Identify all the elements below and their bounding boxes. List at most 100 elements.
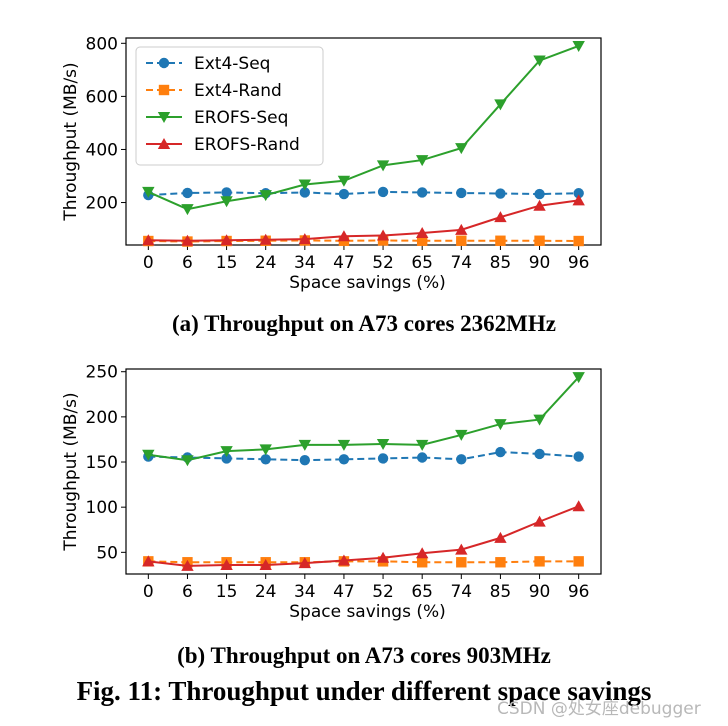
y-tick-label: 400 bbox=[86, 140, 118, 160]
x-tick-label: 74 bbox=[450, 253, 472, 273]
x-tick-label: 15 bbox=[216, 253, 238, 273]
x-tick-label: 52 bbox=[372, 582, 394, 602]
data-point-erofs-rand bbox=[337, 230, 351, 242]
x-tick-label: 24 bbox=[255, 582, 277, 602]
series-line-ext4-seq bbox=[148, 451, 579, 462]
series-line-erofs-rand bbox=[148, 199, 579, 242]
data-point-erofs-seq bbox=[533, 414, 546, 426]
data-point-ext4-seq bbox=[221, 187, 232, 198]
x-tick-label: 15 bbox=[216, 582, 238, 602]
data-point-erofs-rand bbox=[415, 227, 429, 239]
data-point-erofs-rand bbox=[298, 557, 312, 569]
x-tick-label: 90 bbox=[529, 582, 551, 602]
legend-marker-ext4-rand bbox=[158, 84, 170, 96]
data-point-ext4-seq bbox=[338, 188, 350, 200]
y-tick-label: 100 bbox=[86, 498, 118, 518]
data-point-erofs-seq bbox=[298, 179, 312, 191]
x-tick-label: 47 bbox=[333, 582, 355, 602]
data-point-ext4-seq bbox=[573, 188, 584, 199]
x-tick-label: 74 bbox=[450, 582, 472, 602]
watermark: CSDN @处女座debugger bbox=[497, 699, 701, 719]
legend-label-ext4-seq: Ext4-Seq bbox=[194, 54, 270, 74]
x-tick-label: 0 bbox=[143, 582, 154, 602]
x-tick-label: 52 bbox=[372, 253, 394, 273]
data-point-ext4-rand bbox=[456, 557, 467, 568]
data-point-ext4-rand bbox=[534, 235, 545, 246]
x-tick-label: 85 bbox=[490, 582, 512, 602]
data-point-ext4-rand bbox=[377, 235, 389, 246]
data-point-erofs-seq bbox=[494, 419, 507, 431]
data-point-ext4-seq bbox=[416, 187, 428, 198]
data-point-erofs-seq bbox=[376, 160, 390, 172]
data-point-ext4-rand bbox=[495, 235, 506, 246]
data-point-ext4-seq bbox=[221, 453, 232, 464]
data-point-erofs-seq bbox=[181, 204, 194, 216]
data-point-ext4-seq bbox=[377, 453, 389, 464]
x-tick-label: 85 bbox=[490, 253, 512, 273]
data-point-erofs-rand bbox=[455, 543, 468, 555]
subfigure-a-caption: (a) Throughput on A73 cores 2362MHz bbox=[171, 311, 556, 336]
data-point-erofs-seq bbox=[259, 444, 272, 456]
data-point-erofs-rand bbox=[376, 551, 390, 563]
legend-label-erofs-seq: EROFS-Seq bbox=[194, 108, 288, 128]
data-point-erofs-seq bbox=[337, 175, 351, 187]
x-tick-label: 47 bbox=[333, 253, 355, 273]
data-point-ext4-seq bbox=[456, 454, 467, 465]
data-point-erofs-seq bbox=[376, 438, 390, 450]
data-point-erofs-rand bbox=[455, 223, 468, 235]
y-tick-label: 800 bbox=[86, 34, 118, 54]
x-tick-label: 6 bbox=[182, 582, 193, 602]
data-point-erofs-seq bbox=[415, 439, 429, 451]
data-point-ext4-seq bbox=[573, 451, 584, 462]
data-point-erofs-rand bbox=[572, 194, 585, 206]
data-point-erofs-rand bbox=[415, 547, 429, 559]
y-axis-label: Throughput (MB/s) bbox=[61, 392, 81, 551]
data-point-erofs-rand bbox=[259, 233, 272, 245]
data-point-ext4-rand bbox=[416, 235, 428, 246]
data-point-erofs-seq bbox=[220, 446, 233, 458]
legend-box bbox=[135, 46, 324, 166]
x-tick-label: 34 bbox=[294, 582, 316, 602]
data-point-erofs-rand bbox=[142, 234, 155, 246]
data-point-erofs-seq bbox=[142, 449, 155, 461]
x-tick-label: 90 bbox=[529, 253, 551, 273]
data-point-erofs-seq bbox=[142, 186, 155, 198]
chart-b: 50 100 150 200 250 0 6 15 24 34 47 52 65 74 85 90 96 Spac… bbox=[61, 363, 602, 622]
data-point-ext4-seq bbox=[534, 448, 545, 460]
data-point-ext4-seq bbox=[495, 188, 506, 199]
legend-marker-erofs-seq bbox=[157, 112, 171, 123]
data-point-erofs-seq bbox=[572, 372, 585, 384]
data-point-ext4-rand bbox=[416, 557, 428, 568]
data-point-ext4-seq bbox=[416, 452, 428, 463]
x-tick-label: 6 bbox=[182, 253, 193, 273]
data-point-erofs-rand bbox=[181, 234, 194, 246]
data-point-ext4-rand bbox=[573, 235, 584, 247]
data-point-erofs-rand bbox=[220, 558, 233, 570]
data-point-ext4-rand bbox=[456, 235, 467, 246]
x-tick-label: 34 bbox=[294, 253, 316, 273]
data-point-erofs-seq bbox=[455, 143, 468, 155]
legend-label-ext4-rand: Ext4-Rand bbox=[194, 81, 282, 101]
series-line-erofs-seq bbox=[147, 45, 580, 211]
y-tick-label: 200 bbox=[86, 408, 118, 428]
x-tick-label: 65 bbox=[411, 253, 433, 273]
chart-a: 200 400 600 800 0 6 15 24 34 47 52 65 74 85 90 96 Space … bbox=[61, 34, 602, 293]
data-point-ext4-seq bbox=[377, 186, 389, 198]
data-point-erofs-rand bbox=[494, 211, 507, 223]
plot-frame bbox=[125, 368, 602, 575]
series-line-erofs-seq bbox=[148, 376, 580, 462]
data-point-ext4-seq bbox=[260, 454, 271, 465]
data-point-erofs-seq bbox=[337, 439, 351, 451]
x-tick-label: 96 bbox=[568, 582, 590, 602]
y-tick-label: 200 bbox=[86, 194, 118, 214]
data-point-ext4-seq bbox=[495, 446, 506, 458]
y-tick-label: 50 bbox=[96, 543, 118, 563]
data-point-erofs-rand bbox=[259, 558, 272, 570]
data-point-erofs-rand bbox=[494, 531, 507, 543]
data-point-erofs-rand bbox=[298, 233, 312, 245]
y-tick-label: 150 bbox=[86, 453, 118, 473]
x-axis-label: Space savings (%) bbox=[289, 273, 446, 293]
y-tick-label: 600 bbox=[86, 87, 118, 107]
data-point-ext4-seq bbox=[299, 455, 311, 466]
